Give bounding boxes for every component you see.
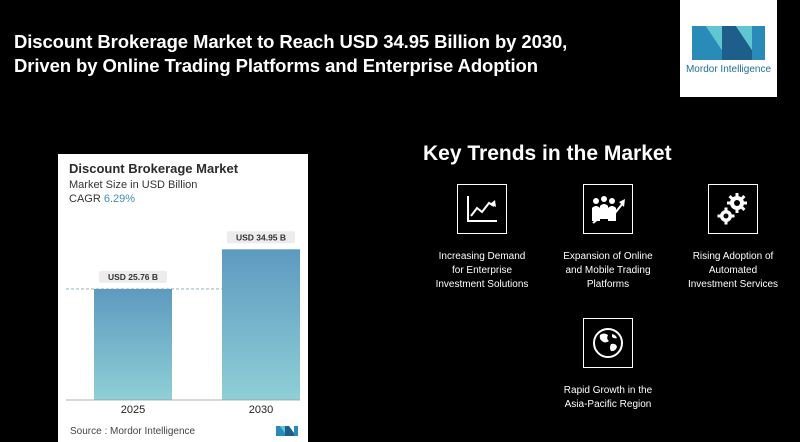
bar-chart: USD 25.76 B 2025 USD 34.95 B 2030 <box>66 231 300 416</box>
headline: Discount Brokerage Market to Reach USD 3… <box>14 30 654 78</box>
mordor-logo: Mordor Intelligence <box>680 0 777 97</box>
chart-card: USD 25.76 B 2025 USD 34.95 B 2030 Discount … <box>58 154 308 442</box>
trends-title: Key Trends in the Market <box>423 142 672 165</box>
gears-icon <box>717 193 747 225</box>
trend-label: Increasing Demand for Enterprise Investm… <box>435 251 529 290</box>
trend-label: Rapid Growth in the Asia-Pacific Region <box>563 385 653 410</box>
chart-subtitle: Market Size in USD Billion <box>69 179 198 191</box>
globe-icon <box>593 328 623 358</box>
people-growth-icon <box>592 196 625 224</box>
trend-label: Rising Adoption of Automated Investment … <box>687 251 779 290</box>
trend-item-online-platforms: Expansion of Online and Mobile Trading P… <box>543 184 673 292</box>
x-tick-label: 2030 <box>249 404 273 416</box>
chart-line-icon <box>467 196 497 222</box>
mordor-logo-icon <box>692 26 765 60</box>
trend-item-automated-services: Rising Adoption of Automated Investment … <box>668 184 798 292</box>
trend-icon-frame <box>583 318 633 368</box>
trend-icon-frame <box>457 184 507 234</box>
trend-icon-frame <box>708 184 758 234</box>
chart-title: Discount Brokerage Market <box>69 161 239 176</box>
source-logo-icon <box>276 426 298 436</box>
trend-label: Expansion of Online and Mobile Trading P… <box>563 251 653 290</box>
data-label: USD 25.76 B <box>108 272 158 282</box>
trend-item-enterprise: Increasing Demand for Enterprise Investm… <box>417 184 547 292</box>
headline-line-2: Driven by Online Trading Platforms and E… <box>14 55 538 76</box>
chart-cagr: CAGR 6.29% <box>69 193 135 205</box>
cagr-value: 6.29% <box>103 193 136 205</box>
headline-line-1: Discount Brokerage Market to Reach USD 3… <box>14 31 568 52</box>
data-label-bg <box>99 270 167 283</box>
logo-text: Mordor Intelligence <box>685 64 772 75</box>
data-label: USD 34.95 B <box>236 232 286 242</box>
x-tick-label: 2025 <box>121 404 145 416</box>
bar-2025 <box>94 288 172 400</box>
bar-2030 <box>222 249 300 400</box>
cagr-label: CAGR <box>69 193 101 205</box>
data-label-bg <box>227 231 295 244</box>
trend-item-asia-pacific: Rapid Growth in the Asia-Pacific Region <box>543 318 673 412</box>
trend-icon-frame <box>583 184 633 234</box>
chart-source: Source : Mordor Intelligence <box>70 426 196 437</box>
